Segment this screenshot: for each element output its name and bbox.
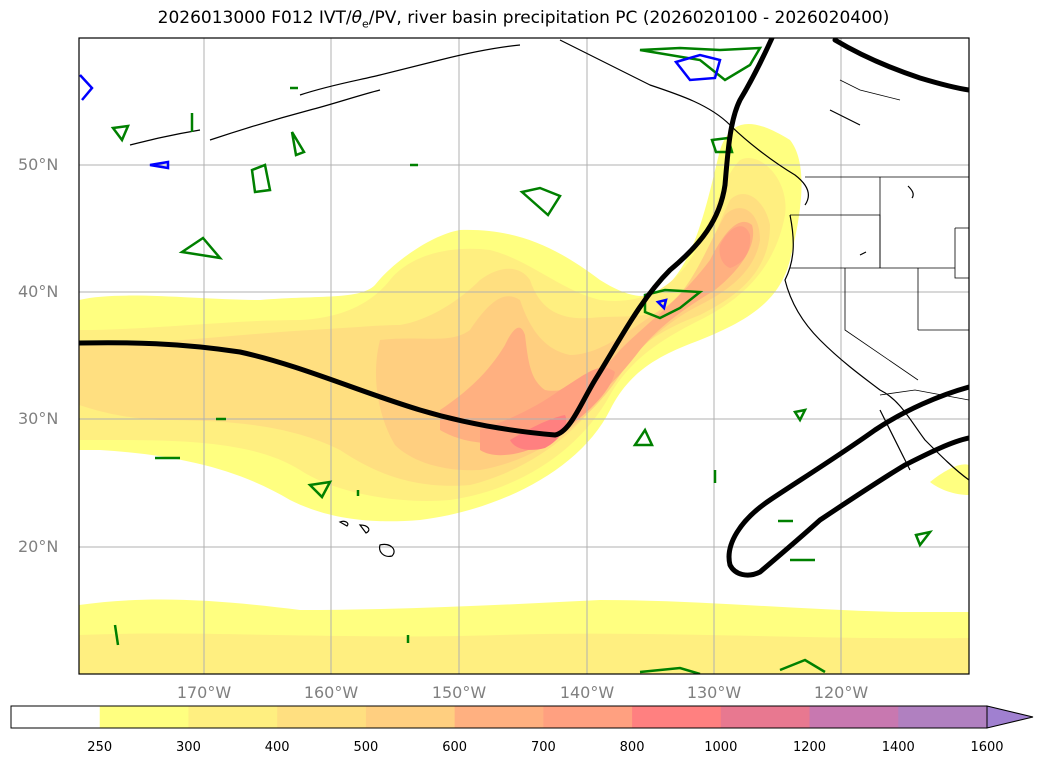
colorbar-tick-label: 700 <box>530 740 556 755</box>
pv-contour-ne <box>832 38 969 93</box>
map-title: 2026013000 F012 IVT/θe/PV, river basin p… <box>157 8 890 31</box>
lat-label-20n: 20°N <box>18 537 59 556</box>
ivt-shading <box>79 123 969 674</box>
colorbar-cell <box>720 706 811 728</box>
colorbar-tick-label: 400 <box>264 740 290 755</box>
lon-label-120w: 120°W <box>813 683 869 702</box>
colorbar-cell <box>277 706 367 728</box>
lon-label-140w: 140°W <box>559 683 615 702</box>
graticule <box>79 38 969 674</box>
lon-label-130w: 130°W <box>686 683 742 702</box>
ivt-700-band <box>480 226 751 456</box>
lon-label-160w: 160°W <box>303 683 359 702</box>
colorbar-tick-label: 1600 <box>970 740 1004 755</box>
lon-label-170w: 170°W <box>176 683 232 702</box>
colorbar-tick-label: 800 <box>619 740 645 755</box>
pv-contour-main <box>79 38 775 438</box>
lat-label-40n: 40°N <box>18 282 59 301</box>
lat-label-30n: 30°N <box>18 409 59 428</box>
colorbar-cells <box>11 706 988 728</box>
lat-label-50n: 50°N <box>18 155 59 174</box>
colorbar-cell <box>898 706 988 728</box>
ivt-600-band <box>440 221 754 444</box>
colorbar-cell <box>632 706 722 728</box>
colorbar-cell <box>543 706 633 728</box>
colorbar-tick-label: 500 <box>353 740 379 755</box>
colorbar-tick-label: 1400 <box>881 740 915 755</box>
colorbar-cell <box>454 706 544 728</box>
colorbar-frame <box>10 705 988 729</box>
map-frame <box>78 37 970 675</box>
borders <box>790 79 969 401</box>
colorbar-cell <box>188 706 278 728</box>
colorbar-cell <box>809 706 899 728</box>
theta-e-small <box>155 86 815 643</box>
theta-e-contours <box>79 46 934 674</box>
lon-label-150w: 150°W <box>431 683 487 702</box>
colorbar-tick-label: 300 <box>176 740 201 755</box>
pv-contour-se <box>726 384 969 578</box>
colorbar-cell <box>11 706 101 728</box>
ivt-south-band-2 <box>79 633 969 674</box>
colorbar-tick-label: 1000 <box>704 740 738 755</box>
colorbar-tick-label: 600 <box>442 740 468 755</box>
map-canvas[interactable] <box>0 0 1047 700</box>
colorbar-cell <box>99 706 189 728</box>
colorbar-extend-arrow <box>986 705 1034 729</box>
colorbar-cell <box>365 706 456 728</box>
colorbar-tick-label: 1200 <box>792 740 827 755</box>
colorbar-tick-label: 250 <box>87 740 113 755</box>
pv-contours <box>79 38 969 578</box>
coastlines <box>129 39 969 557</box>
